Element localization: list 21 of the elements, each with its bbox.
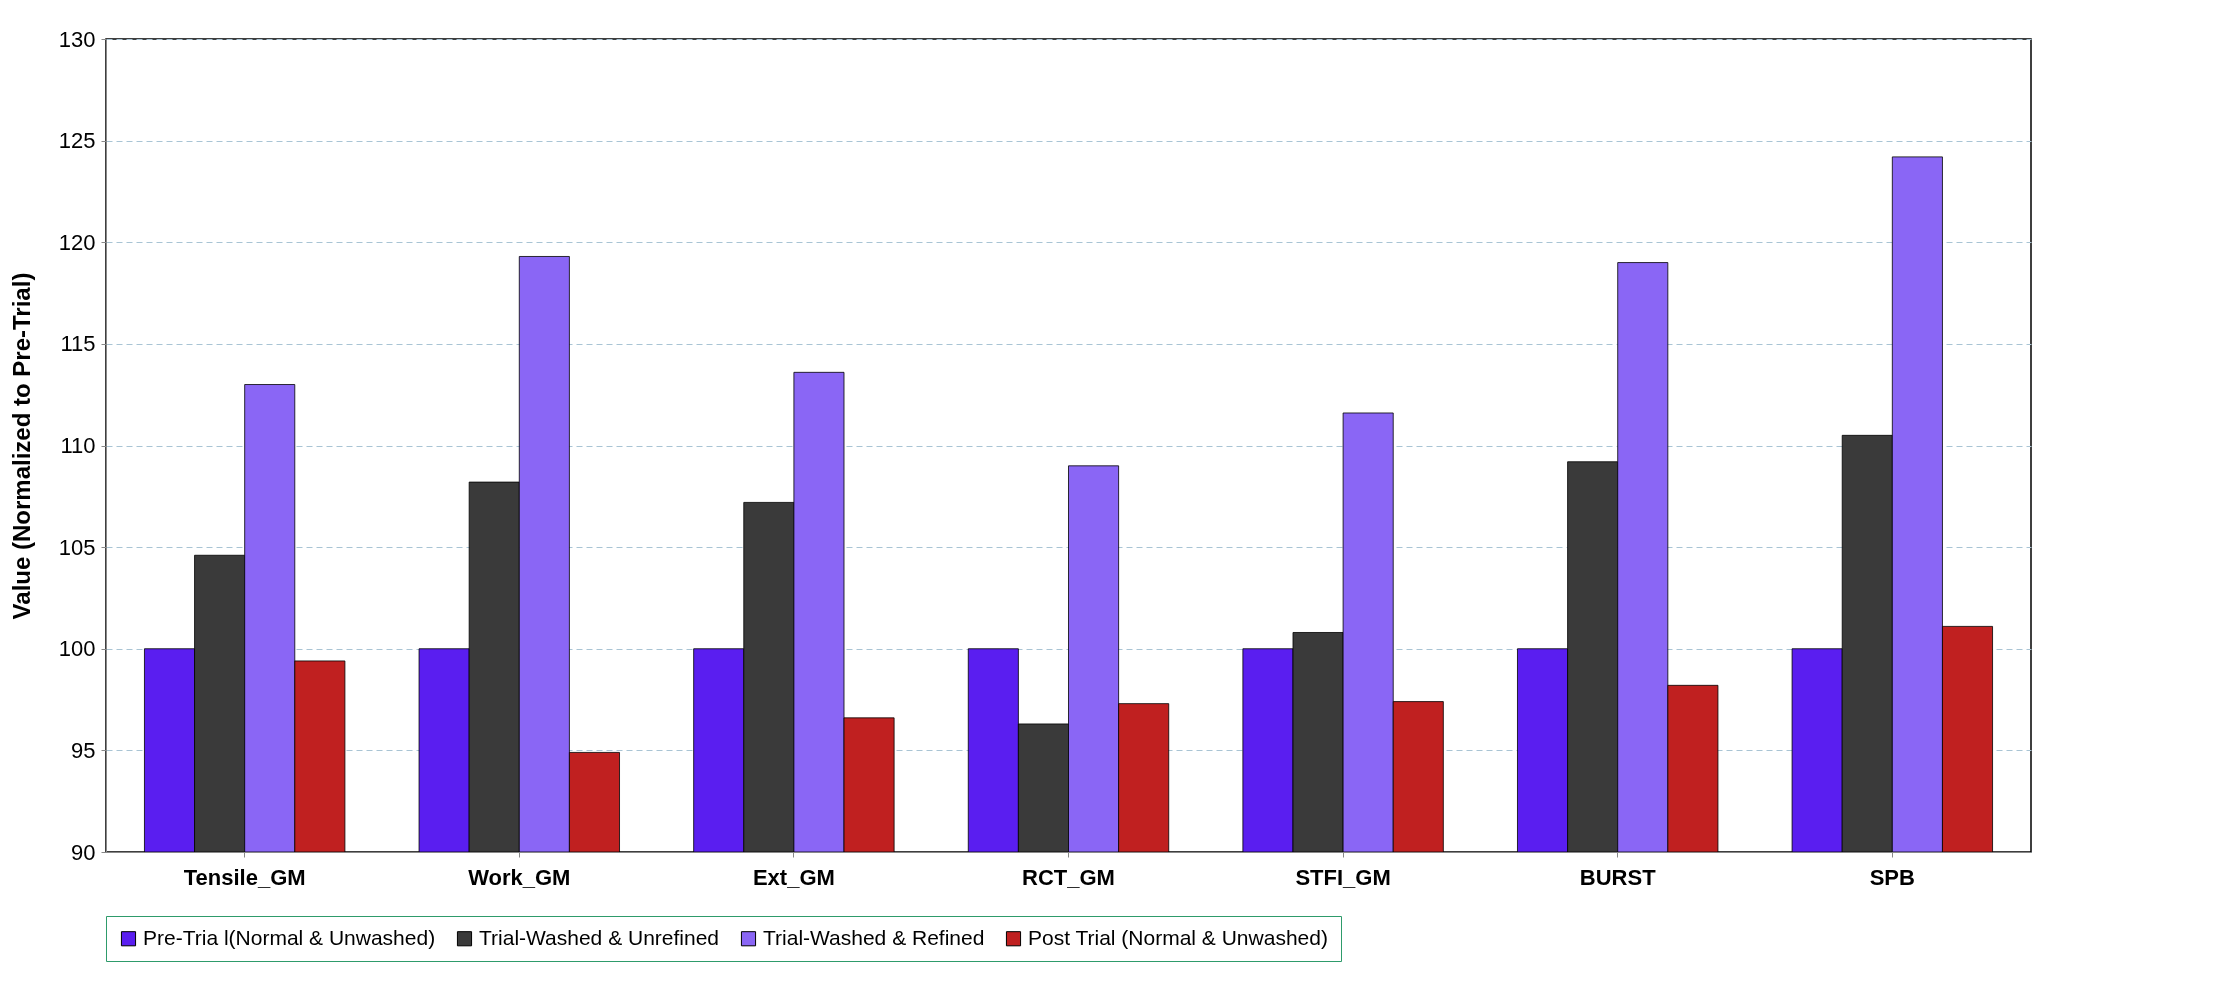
x-tick-label: RCT_GM	[1022, 864, 1115, 890]
y-tick-label: 130	[58, 26, 96, 52]
legend-label: Trial-Washed & Refined	[763, 925, 985, 949]
y-tick-label: 110	[60, 433, 96, 458]
x-tick-label: SPB	[1869, 864, 1915, 890]
y-tick-label: 95	[71, 737, 96, 763]
y-tick-label: 120	[58, 229, 96, 255]
legend-label: Post Trial (Normal & Unwashed)	[1028, 925, 1328, 949]
x-tick-label: STFI_GM	[1295, 864, 1391, 890]
y-tick-label: 105	[58, 534, 96, 560]
y-tick-label: 115	[60, 331, 96, 357]
y-axis-title: Value (Normalized to Pre-Trial)	[7, 272, 35, 620]
legend-label: Pre-Tria l(Normal & Unwashed)	[143, 925, 436, 949]
x-tick-label: Work_GM	[468, 864, 571, 890]
x-tick-label: BURST	[1579, 864, 1657, 890]
y-tick-label: 100	[58, 636, 96, 662]
y-tick-label: 125	[58, 128, 96, 154]
x-tick-label: Ext_GM	[752, 864, 835, 890]
legend-label: Trial-Washed & Unrefined	[479, 925, 720, 949]
y-tick-label: 90	[71, 839, 96, 865]
x-tick-label: Tensile_GM	[183, 864, 306, 890]
